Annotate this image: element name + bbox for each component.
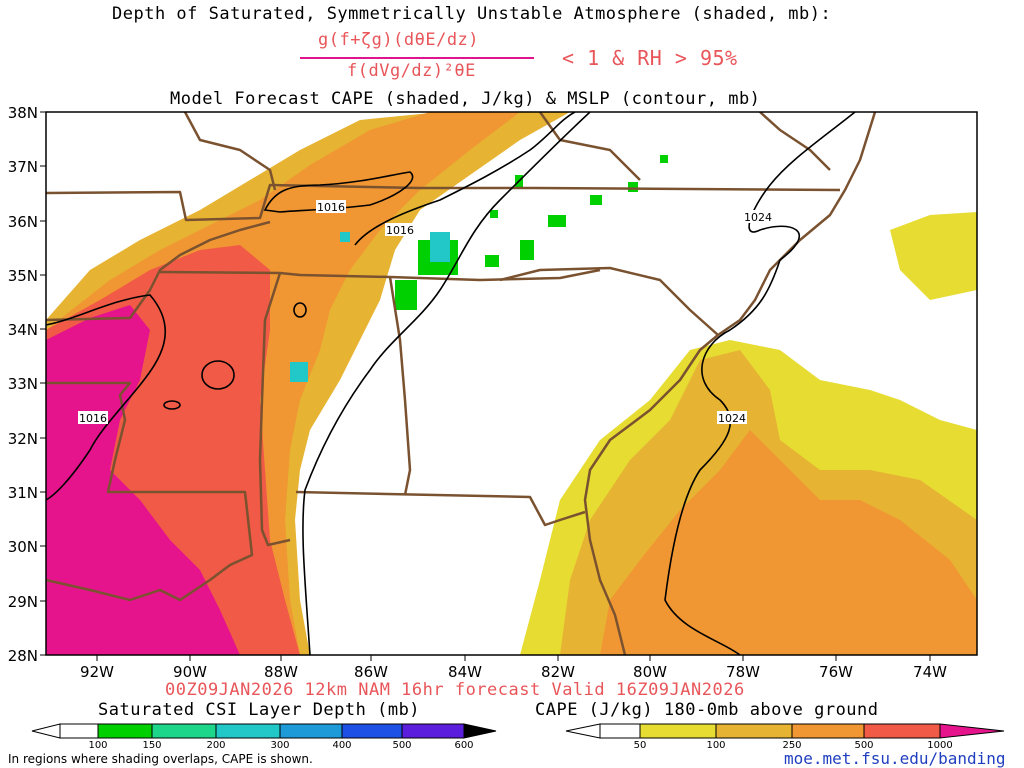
lat-label: 29N <box>8 593 38 611</box>
state-borders <box>46 112 877 655</box>
csi-colorbar <box>31 723 497 739</box>
csi-swatch <box>463 723 497 739</box>
lon-label: 74W <box>913 663 947 681</box>
contour-label: 1016 <box>79 412 107 425</box>
csi-shading-cyan <box>430 232 450 262</box>
source-url[interactable]: moe.met.fsu.edu/banding <box>784 749 1006 768</box>
lat-label: 28N <box>8 647 38 665</box>
lon-label: 82W <box>541 663 575 681</box>
cape-legend-title: CAPE (J/kg) 180-0mb above ground <box>535 700 879 720</box>
lat-label: 33N <box>8 375 38 393</box>
csi-tick: 100 <box>88 740 107 751</box>
csi-tick: 600 <box>454 740 473 751</box>
csi-tick: 400 <box>332 740 351 751</box>
lat-label: 32N <box>8 430 38 448</box>
contour-label: 1016 <box>317 201 345 214</box>
cape-tick: 250 <box>782 740 801 751</box>
csi-swatch <box>97 723 153 739</box>
axis-ticks <box>40 111 931 661</box>
csi-tick: 200 <box>206 740 225 751</box>
lat-label: 34N <box>8 321 38 339</box>
lon-label: 78W <box>726 663 760 681</box>
title-line1: Depth of Saturated, Symmetrically Unstab… <box>112 4 832 24</box>
csi-shading-cyan-2 <box>290 362 308 382</box>
lat-label: 37N <box>8 158 38 176</box>
contour-label: 1016 <box>386 224 414 237</box>
csi-tick: 300 <box>270 740 289 751</box>
cape-tick-labels: 50 100 250 500 1000 <box>634 740 953 751</box>
lon-label: 76W <box>819 663 853 681</box>
cape-fill-west-magenta <box>46 305 240 655</box>
lon-label: 80W <box>633 663 667 681</box>
valid-time-line: 00Z09JAN2026 12km NAM 16hr forecast Vali… <box>165 680 745 700</box>
csi-tick: 500 <box>392 740 411 751</box>
lon-label: 90W <box>173 663 207 681</box>
lon-label: 84W <box>448 663 482 681</box>
contour-label: 1024 <box>744 211 772 224</box>
formula-numerator: g(f+ζg)(dθE/dz) <box>318 30 480 50</box>
lon-label: 92W <box>80 663 114 681</box>
lat-label: 38N <box>8 104 38 122</box>
footer-note: In regions where shading overlaps, CAPE … <box>8 752 313 766</box>
csi-swatch <box>341 723 403 739</box>
lat-label: 30N <box>8 538 38 556</box>
cape-fill-east-orange <box>600 430 977 655</box>
formula-denominator: f(dVg/dz)²θE <box>347 61 476 81</box>
csi-swatch <box>215 723 281 739</box>
formula-bar <box>300 57 534 59</box>
csi-legend-title: Saturated CSI Layer Depth (mb) <box>98 700 421 720</box>
csi-shading-cyan-3 <box>340 232 350 242</box>
cape-tick: 100 <box>706 740 725 751</box>
csi-swatch <box>279 723 343 739</box>
cape-tick: 50 <box>634 740 647 751</box>
csi-swatch <box>401 723 465 739</box>
lon-labels: 92W 90W 88W 86W 84W 82W 80W 78W 76W 74W <box>80 663 947 681</box>
lat-labels: 38N 37N 36N 35N 34N 33N 32N 31N 30N 29N … <box>8 104 38 665</box>
cape-swatch <box>639 723 717 739</box>
csi-swatch <box>151 723 217 739</box>
csi-tick: 150 <box>142 740 161 751</box>
cape-tick: 1000 <box>927 740 952 751</box>
cape-swatch <box>939 723 1005 739</box>
lon-label: 86W <box>354 663 388 681</box>
cape-swatch <box>791 723 865 739</box>
lat-label: 36N <box>8 213 38 231</box>
cape-swatch <box>863 723 941 739</box>
contour-label-group: 1016 1016 1024 1016 1024 <box>78 200 773 425</box>
contour-label: 1024 <box>718 412 746 425</box>
title-line3: Model Forecast CAPE (shaded, J/kg) & MSL… <box>170 89 761 109</box>
lon-label: 88W <box>264 663 298 681</box>
lat-label: 31N <box>8 484 38 502</box>
csi-tick-labels: 100 150 200 300 400 500 600 <box>88 740 473 751</box>
cape-tick: 500 <box>854 740 873 751</box>
lat-label: 35N <box>8 267 38 285</box>
formula-condition: < 1 & RH > 95% <box>562 46 738 70</box>
cape-fill-ne-yellow <box>890 212 977 300</box>
cape-swatch <box>715 723 793 739</box>
cape-colorbar <box>565 723 1005 739</box>
